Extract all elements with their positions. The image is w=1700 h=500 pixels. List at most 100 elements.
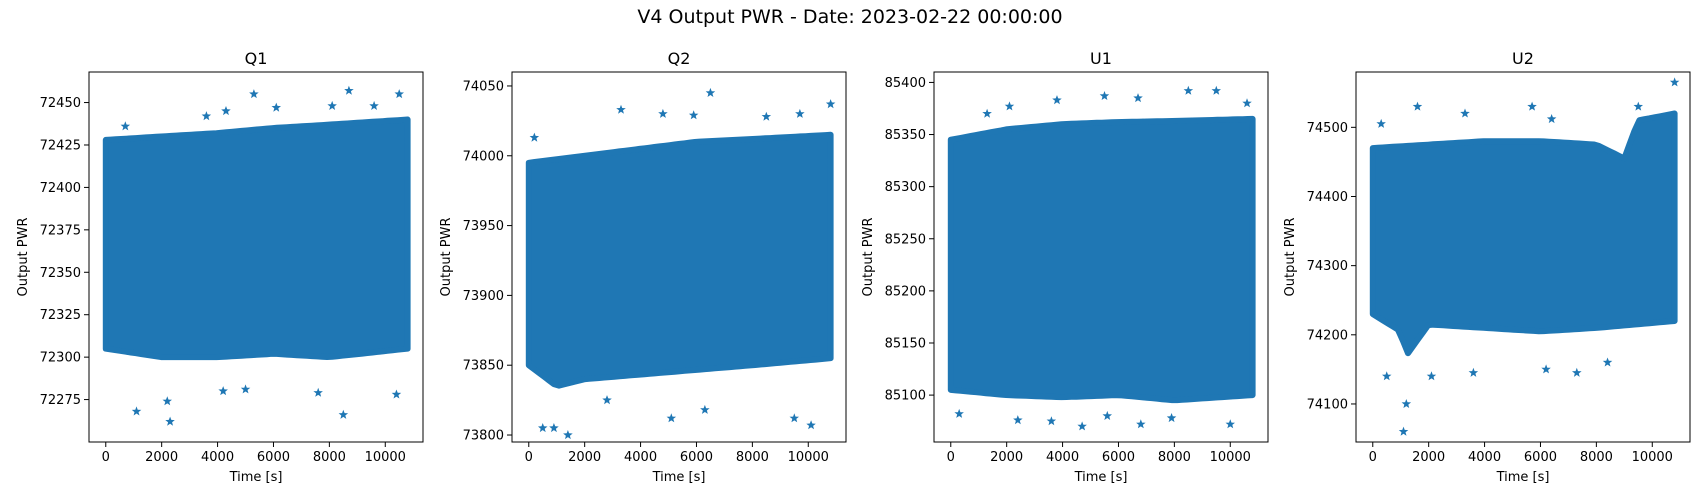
subplot-title: Q1 xyxy=(245,49,268,68)
y-tick-label: 85300 xyxy=(885,180,926,195)
data-point xyxy=(240,384,251,394)
y-axis-label: Output PWR xyxy=(439,217,454,296)
data-point xyxy=(1527,101,1537,111)
y-axis-label: Output PWR xyxy=(16,217,31,296)
data-point xyxy=(131,406,142,416)
axes-frame xyxy=(511,71,847,443)
data-point xyxy=(1669,77,1680,87)
data-point xyxy=(1633,101,1643,111)
y-tick-label: 73850 xyxy=(463,359,504,374)
x-tick-label: 10000 xyxy=(788,450,829,465)
data-point xyxy=(700,404,710,414)
data-point xyxy=(602,395,612,405)
x-tick-label: 6000 xyxy=(257,450,290,465)
data-point xyxy=(658,108,668,118)
y-tick-label: 72400 xyxy=(40,181,81,196)
data-point xyxy=(616,104,626,114)
x-tick-label: 4000 xyxy=(201,450,234,465)
data-point xyxy=(201,111,212,121)
data-point xyxy=(1468,367,1479,377)
data-point xyxy=(313,387,323,397)
x-tick-label: 0 xyxy=(102,450,110,465)
x-axis-label: Time [s] xyxy=(229,470,283,485)
data-point xyxy=(271,102,281,112)
x-tick-label: 0 xyxy=(947,450,955,465)
data-point xyxy=(1382,371,1392,381)
data-point xyxy=(338,409,349,419)
x-tick-label: 8000 xyxy=(1158,450,1191,465)
data-point xyxy=(218,386,228,396)
x-axis-label: Time [s] xyxy=(1496,470,1550,485)
x-tick-label: 8000 xyxy=(736,450,769,465)
data-point xyxy=(1052,95,1062,105)
y-tick-label: 73900 xyxy=(463,289,504,304)
data-point xyxy=(1133,93,1143,103)
y-tick-label: 74200 xyxy=(1307,328,1348,343)
data-band xyxy=(947,115,1256,404)
subplot-q2: 0 2000 4000 6000 8000 10000 73800 73850 73900 739… xyxy=(439,49,847,485)
x-tick-label: 4000 xyxy=(1046,450,1079,465)
data-point xyxy=(1242,98,1252,108)
data-point xyxy=(529,132,540,142)
subplot-title: U1 xyxy=(1090,49,1112,68)
data-point xyxy=(1401,399,1412,408)
data-point xyxy=(1136,419,1146,429)
data-point xyxy=(549,423,559,433)
y-tick-label: 72375 xyxy=(40,223,81,238)
y-tick-label: 74100 xyxy=(1307,397,1348,412)
x-tick-label: 8000 xyxy=(313,450,346,465)
y-tick-label: 85250 xyxy=(885,232,926,247)
x-tick-label: 8000 xyxy=(1580,450,1613,465)
data-point xyxy=(1102,410,1112,420)
x-tick-label: 6000 xyxy=(1102,450,1135,465)
data-point xyxy=(1225,419,1235,429)
data-band xyxy=(102,116,411,361)
data-band xyxy=(525,131,834,389)
data-point xyxy=(1572,367,1582,377)
x-tick-label: 4000 xyxy=(624,450,657,465)
subplot-u2: 0 2000 4000 6000 8000 10000 74100 74200 74300 744… xyxy=(1283,49,1691,485)
data-point xyxy=(789,413,799,423)
data-point xyxy=(1046,416,1057,426)
data-point xyxy=(221,106,231,116)
x-tick-label: 2000 xyxy=(990,450,1023,465)
y-tick-label: 72275 xyxy=(40,393,81,408)
data-point xyxy=(688,110,699,120)
y-tick-label: 74400 xyxy=(1307,190,1348,205)
subplot-title: Q2 xyxy=(668,49,691,68)
data-point xyxy=(1426,371,1437,381)
data-point xyxy=(394,89,404,99)
x-tick-label: 6000 xyxy=(680,450,713,465)
data-points-q2 xyxy=(525,87,836,440)
y-tick-label: 72325 xyxy=(40,308,81,323)
data-points-q1 xyxy=(102,85,411,426)
data-point xyxy=(806,420,816,430)
data-point xyxy=(1077,421,1087,431)
data-point xyxy=(954,408,964,418)
data-point xyxy=(1376,118,1386,128)
y-tick-label: 74050 xyxy=(463,79,504,94)
data-points-u1 xyxy=(947,85,1256,431)
x-tick-label: 2000 xyxy=(568,450,601,465)
x-tick-label: 6000 xyxy=(1524,450,1557,465)
data-point xyxy=(1211,85,1221,95)
data-point xyxy=(249,89,259,99)
data-point xyxy=(344,85,354,95)
data-point xyxy=(761,111,772,121)
y-tick-label: 73800 xyxy=(463,429,504,444)
x-axis-label: Time [s] xyxy=(652,470,706,485)
data-point xyxy=(1541,364,1551,374)
y-tick-label: 73950 xyxy=(463,219,504,234)
data-point xyxy=(120,121,131,131)
data-band xyxy=(1369,110,1678,357)
x-tick-label: 0 xyxy=(1369,450,1377,465)
data-point xyxy=(1460,108,1470,118)
data-points-u2 xyxy=(1369,77,1680,436)
y-tick-label: 72425 xyxy=(40,138,81,153)
data-point xyxy=(538,423,548,433)
x-axis-label: Time [s] xyxy=(1074,470,1128,485)
data-point xyxy=(162,396,172,406)
y-tick-label: 85100 xyxy=(885,389,926,404)
